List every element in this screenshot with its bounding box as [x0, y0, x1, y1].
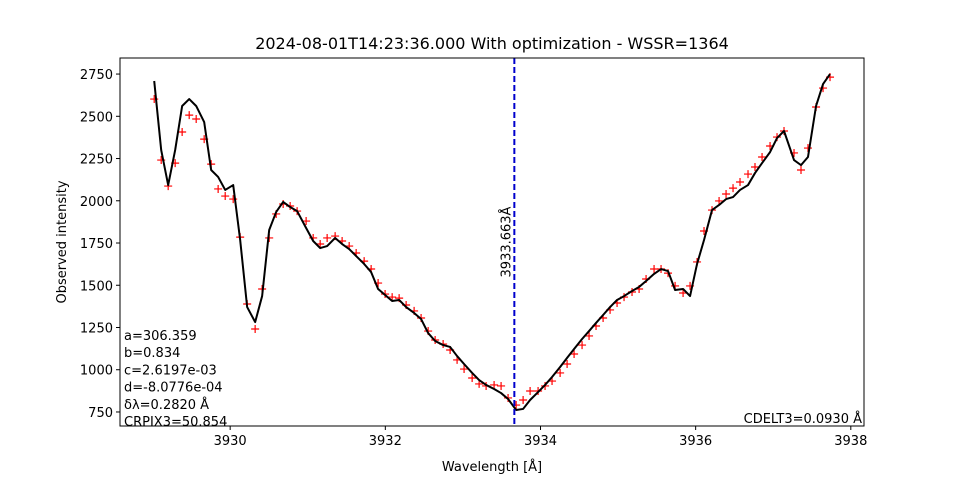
data-point [460, 365, 469, 374]
data-point [490, 380, 499, 389]
x-tick-label: 3938 [834, 434, 867, 449]
x-tick-label: 3936 [679, 434, 712, 449]
y-tick-label: 2500 [80, 110, 113, 125]
data-point [750, 162, 759, 171]
x-tick-label: 3934 [524, 434, 557, 449]
y-axis-label: Observed intensity [55, 180, 70, 303]
x-tick-label: 3930 [214, 434, 247, 449]
chart-title: 2024-08-01T14:23:36.000 With optimizatio… [255, 34, 729, 53]
plot-frame [119, 57, 865, 427]
data-point [192, 114, 201, 123]
data-point [563, 359, 572, 368]
data-point [722, 190, 731, 199]
data-point [251, 325, 260, 334]
data-point [715, 196, 724, 205]
data-point [519, 395, 528, 404]
y-tick-label: 2750 [80, 68, 113, 83]
data-point [497, 381, 506, 390]
y-tick-label: 2250 [80, 153, 113, 168]
annotation: b=0.834 [124, 346, 180, 361]
data-point [214, 184, 223, 193]
data-point [323, 233, 332, 242]
data-point [178, 128, 187, 137]
data-point [744, 170, 753, 179]
y-tick-label: 1750 [80, 237, 113, 252]
annotation: δλ=0.2820 Å [124, 397, 209, 413]
annotation: c=2.6197e-03 [124, 363, 217, 378]
data-point [758, 153, 767, 162]
x-tick-label: 3932 [369, 434, 402, 449]
annotation: d=-8.0776e-04 [124, 381, 223, 396]
annotation: CDELT3=0.0930 Å [744, 411, 862, 427]
data-point [526, 387, 535, 396]
y-tick-label: 1000 [80, 364, 113, 379]
data-point [729, 184, 738, 193]
reference-label: 3933.663Å [498, 206, 514, 277]
data-point [797, 166, 806, 175]
data-point [585, 331, 594, 340]
data-point [650, 265, 659, 274]
data-point [578, 341, 587, 350]
data-point [221, 192, 230, 201]
data-point [556, 368, 565, 377]
data-point [468, 374, 477, 383]
data-point [185, 111, 194, 120]
x-axis-label: Wavelength [Å] [442, 459, 542, 475]
annotation: CRPIX3=50.854 [124, 415, 227, 430]
y-tick-label: 750 [88, 406, 113, 421]
model-line [153, 73, 831, 411]
data-point [570, 350, 579, 359]
y-tick-label: 1250 [80, 321, 113, 336]
annotation: a=306.359 [124, 329, 197, 344]
data-point [736, 178, 745, 187]
y-tick-label: 2000 [80, 195, 113, 210]
y-tick-label: 1500 [80, 279, 113, 294]
